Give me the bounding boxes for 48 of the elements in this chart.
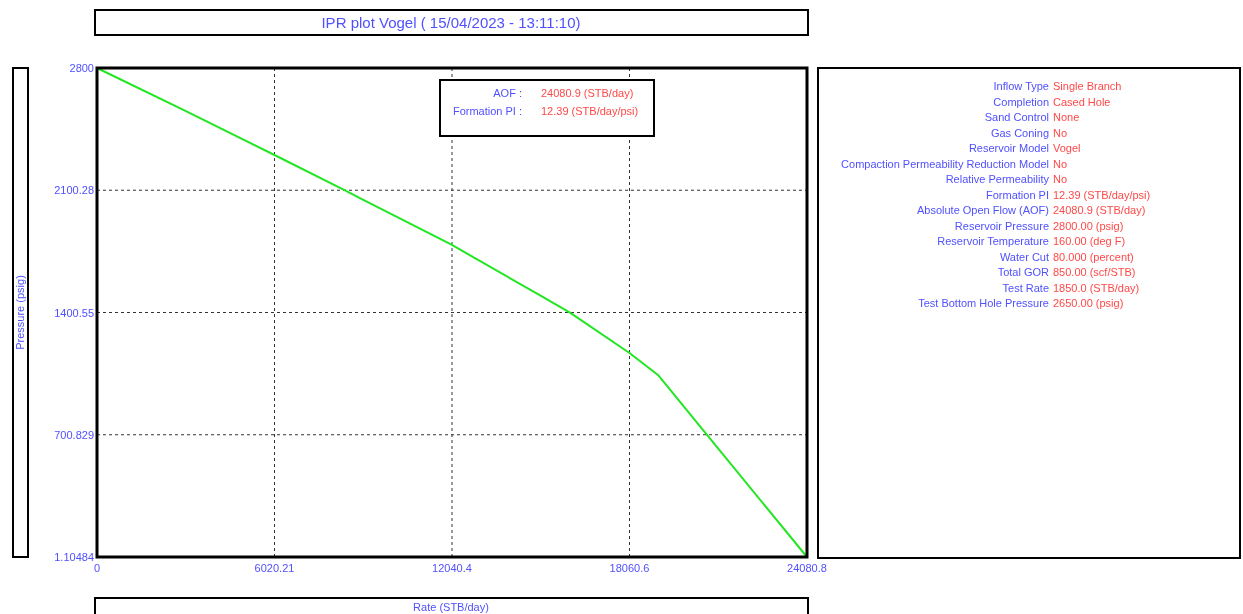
category-label: Water Cut: [999, 250, 1049, 263]
annotation: 12.39 (STB/day/psi): [541, 105, 639, 117]
text: 80.000 (percent): [1053, 250, 1134, 263]
line-series: [96, 67, 808, 558]
annotation: AOF :: [493, 87, 522, 99]
y-tick-label: 1.10484: [54, 551, 94, 563]
annotation: 24080.9 (STB/day): [541, 87, 634, 99]
x-tick-label: 24080.8: [787, 562, 827, 574]
text: Single Branch: [1053, 80, 1122, 92]
category-label: Absolute Open Flow (AOF): [916, 204, 1049, 216]
text: None: [1053, 111, 1080, 123]
category-label: Inflow Type: [993, 80, 1049, 92]
y-tick-label: 2800: [69, 62, 94, 74]
x-tick-label: 6020.21: [254, 562, 295, 574]
annotation: Formation PI :: [452, 105, 522, 117]
text: Vogel: [1053, 142, 1081, 154]
category-label: Total GOR: [997, 266, 1050, 278]
y-tick-label: 1400.55: [54, 306, 94, 319]
x-tick-label: 18060.6: [609, 562, 650, 574]
chart-title: IPR plot Vogel ( 15/04/2023 - 13:11:10): [321, 14, 581, 31]
category-label: Reservoir Pressure: [954, 219, 1049, 232]
category-label: Test Bottom Hole Pressure: [918, 297, 1049, 309]
category-label: Compaction Permeability Reduction Model: [841, 157, 1049, 170]
category-label: Gas Coning: [990, 126, 1049, 139]
text: Cased Hole: [1053, 95, 1111, 108]
x-tick-label: 12040.4: [432, 562, 472, 574]
category-label: Completion: [993, 95, 1049, 108]
y-tick-label: 2100.28: [54, 184, 94, 197]
text: 2800.00 (psig): [1053, 219, 1124, 232]
text: 160.00 (deg F): [1053, 235, 1126, 247]
y-tick-label: 700.829: [54, 428, 94, 441]
text: No: [1053, 157, 1068, 170]
y-axis-title: Pressure (psig): [14, 275, 26, 350]
text: 12.39 (STB/day/psi): [1053, 188, 1151, 201]
category-label: Sand Control: [984, 111, 1049, 123]
text: 1850.0 (STB/day): [1053, 281, 1140, 294]
text: 2650.00 (psig): [1053, 297, 1124, 309]
category-label: Test Rate: [1002, 281, 1049, 294]
category-label: Formation PI: [986, 188, 1049, 201]
text: No: [1053, 173, 1068, 185]
category-label: Reservoir Model: [968, 142, 1049, 154]
category-label: Relative Permeability: [945, 173, 1050, 185]
x-tick-label: 0: [93, 562, 101, 574]
category-label: Reservoir Temperature: [937, 235, 1049, 247]
text: 24080.9 (STB/day): [1053, 204, 1146, 216]
text: 850.00 (scf/STB): [1053, 266, 1136, 278]
text: No: [1053, 126, 1068, 139]
x-axis-title: Rate (STB/day): [413, 601, 489, 613]
